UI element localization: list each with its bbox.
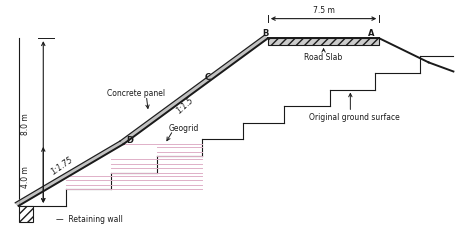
Text: Geogrid: Geogrid [169,123,200,132]
Text: —  Retaining wall: — Retaining wall [55,215,122,223]
Polygon shape [15,141,124,206]
Text: Concrete panel: Concrete panel [107,89,165,98]
Text: 7.5 m: 7.5 m [313,6,335,15]
Text: 4.0 m: 4.0 m [21,165,30,187]
Text: C: C [205,72,211,81]
Text: A: A [368,29,374,37]
Text: 8.0 m: 8.0 m [21,112,30,134]
Text: Original ground surface: Original ground surface [309,113,400,122]
Polygon shape [120,36,268,144]
Text: B: B [263,29,269,37]
Bar [268,39,379,46]
Text: Road Slab: Road Slab [304,53,343,62]
Text: D: D [127,135,133,144]
Text: 1:1.5: 1:1.5 [175,95,196,115]
Bar [18,206,33,222]
Text: 1:1.75: 1:1.75 [49,155,74,176]
